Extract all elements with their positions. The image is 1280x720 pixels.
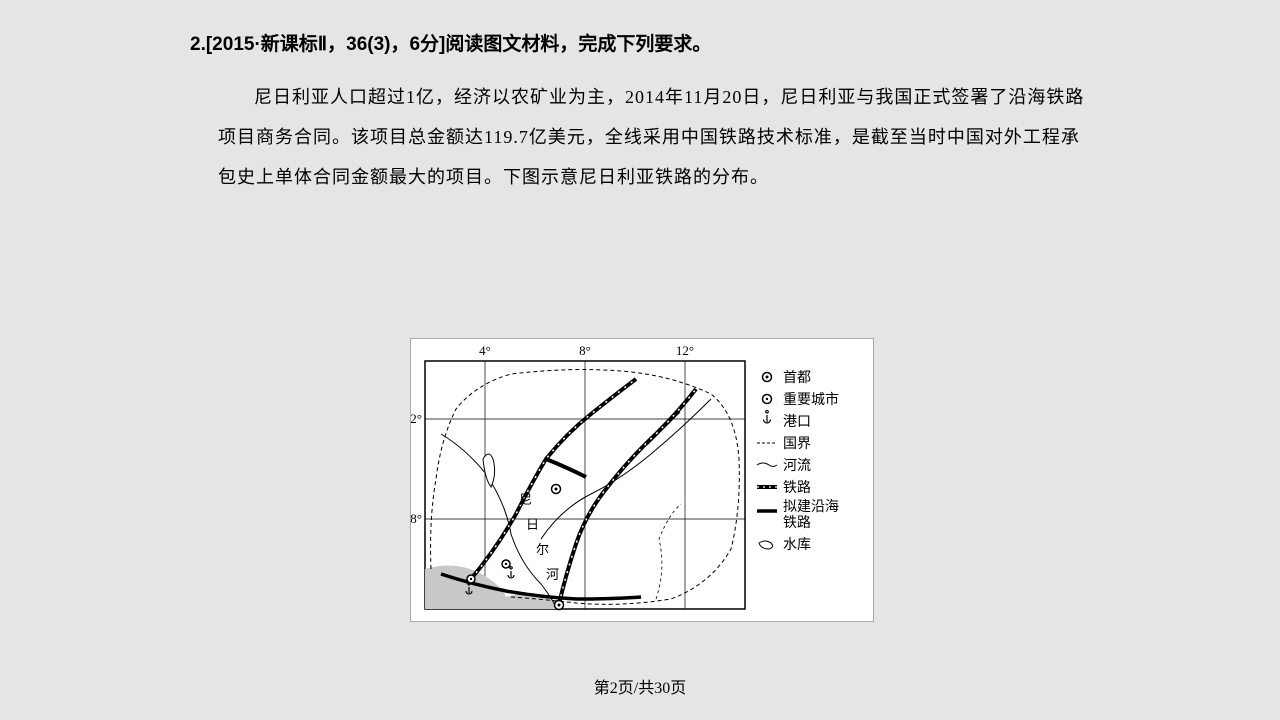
page-indicator: 第2页/共30页 [0,674,1280,698]
legend-coastal1: 拟建沿海 [783,499,839,515]
question-source: [2015·新课标Ⅱ，36(3)，6分] [206,34,446,55]
map-figure: 4° 8° 12° 12° 8° [410,338,874,622]
river-char-0: 尼 [519,492,532,507]
question-body: 尼日利亚人口超过1亿，经济以农矿业为主，2014年11月20日，尼日利亚与我国正… [218,78,1090,197]
legend-port: 港口 [783,414,811,430]
river-char-1: 日 [526,517,539,532]
question-prompt: 阅读图文材料，完成下列要求。 [445,34,711,55]
question-header: 2.[2015·新课标Ⅱ，36(3)，6分]阅读图文材料，完成下列要求。 [190,30,1090,60]
lon-label-2: 12° [676,343,694,358]
lat-label-0: 12° [411,411,422,426]
river-char-2: 尔 [536,542,549,557]
legend-capital: 首都 [783,370,811,386]
lon-label-1: 8° [579,343,591,358]
question-number: 2. [190,34,206,55]
lon-label-0: 4° [479,343,491,358]
legend-city: 重要城市 [783,391,839,408]
legend-river: 河流 [783,458,811,474]
legend-rail: 铁路 [783,480,811,496]
legend-reservoir: 水库 [783,537,811,553]
legend-border: 国界 [783,437,811,452]
nigeria-map: 4° 8° 12° 12° 8° [411,339,873,621]
lat-label-1: 8° [411,511,422,526]
legend-coastal2: 铁路 [783,515,811,531]
river-char-3: 河 [546,567,559,582]
legend: 首都 重要城市 港口 国界 河流 铁路 拟建沿海 铁路 [757,370,839,553]
